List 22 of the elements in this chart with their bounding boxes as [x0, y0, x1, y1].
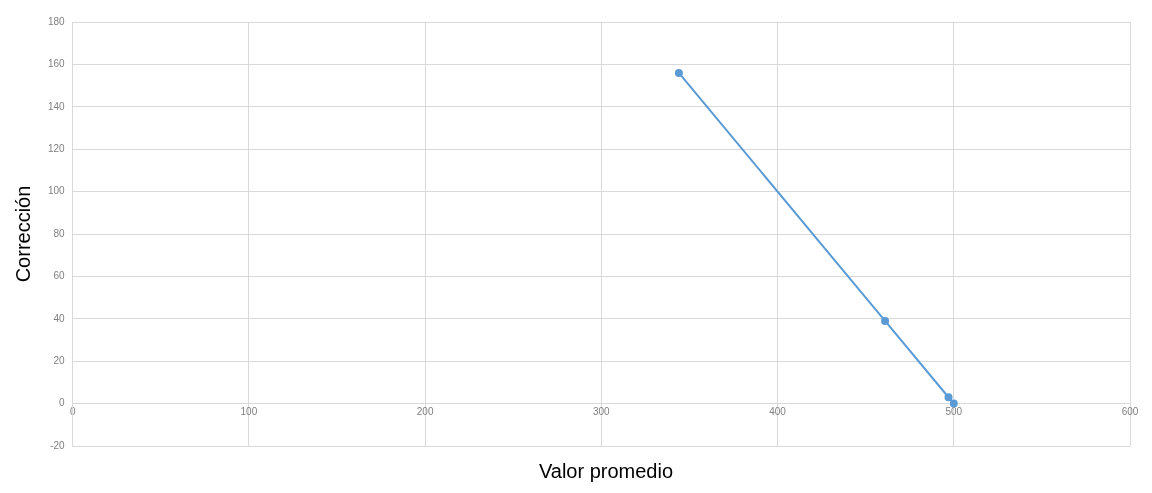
x-tick-label: 100 [240, 406, 258, 418]
y-tick-label: -20 [50, 439, 66, 451]
point [944, 393, 953, 402]
y-tick-label: 20 [53, 354, 66, 366]
y-tick-label: 140 [48, 100, 66, 112]
y-tick-label: 40 [53, 312, 66, 324]
x-tick-label: 300 [593, 406, 611, 418]
x-tick-label: 200 [416, 406, 434, 418]
y-axis-title: Corrección [11, 185, 34, 283]
point [881, 316, 890, 325]
point [674, 68, 683, 77]
y-tick-label: 0 [59, 397, 66, 409]
y-tick-label: 160 [48, 58, 66, 70]
x-axis-title: Valor promedio [537, 460, 675, 483]
y-tick-label: 180 [48, 15, 66, 27]
y-tick-label: 100 [48, 185, 66, 197]
x-tick-label: 500 [945, 406, 963, 418]
y-tick-label: 80 [53, 227, 66, 239]
y-tick-label: 120 [48, 142, 66, 154]
y-tick-label: 60 [53, 270, 66, 282]
x-tick-label: 600 [1121, 406, 1139, 418]
x-tick-label: 400 [769, 406, 787, 418]
